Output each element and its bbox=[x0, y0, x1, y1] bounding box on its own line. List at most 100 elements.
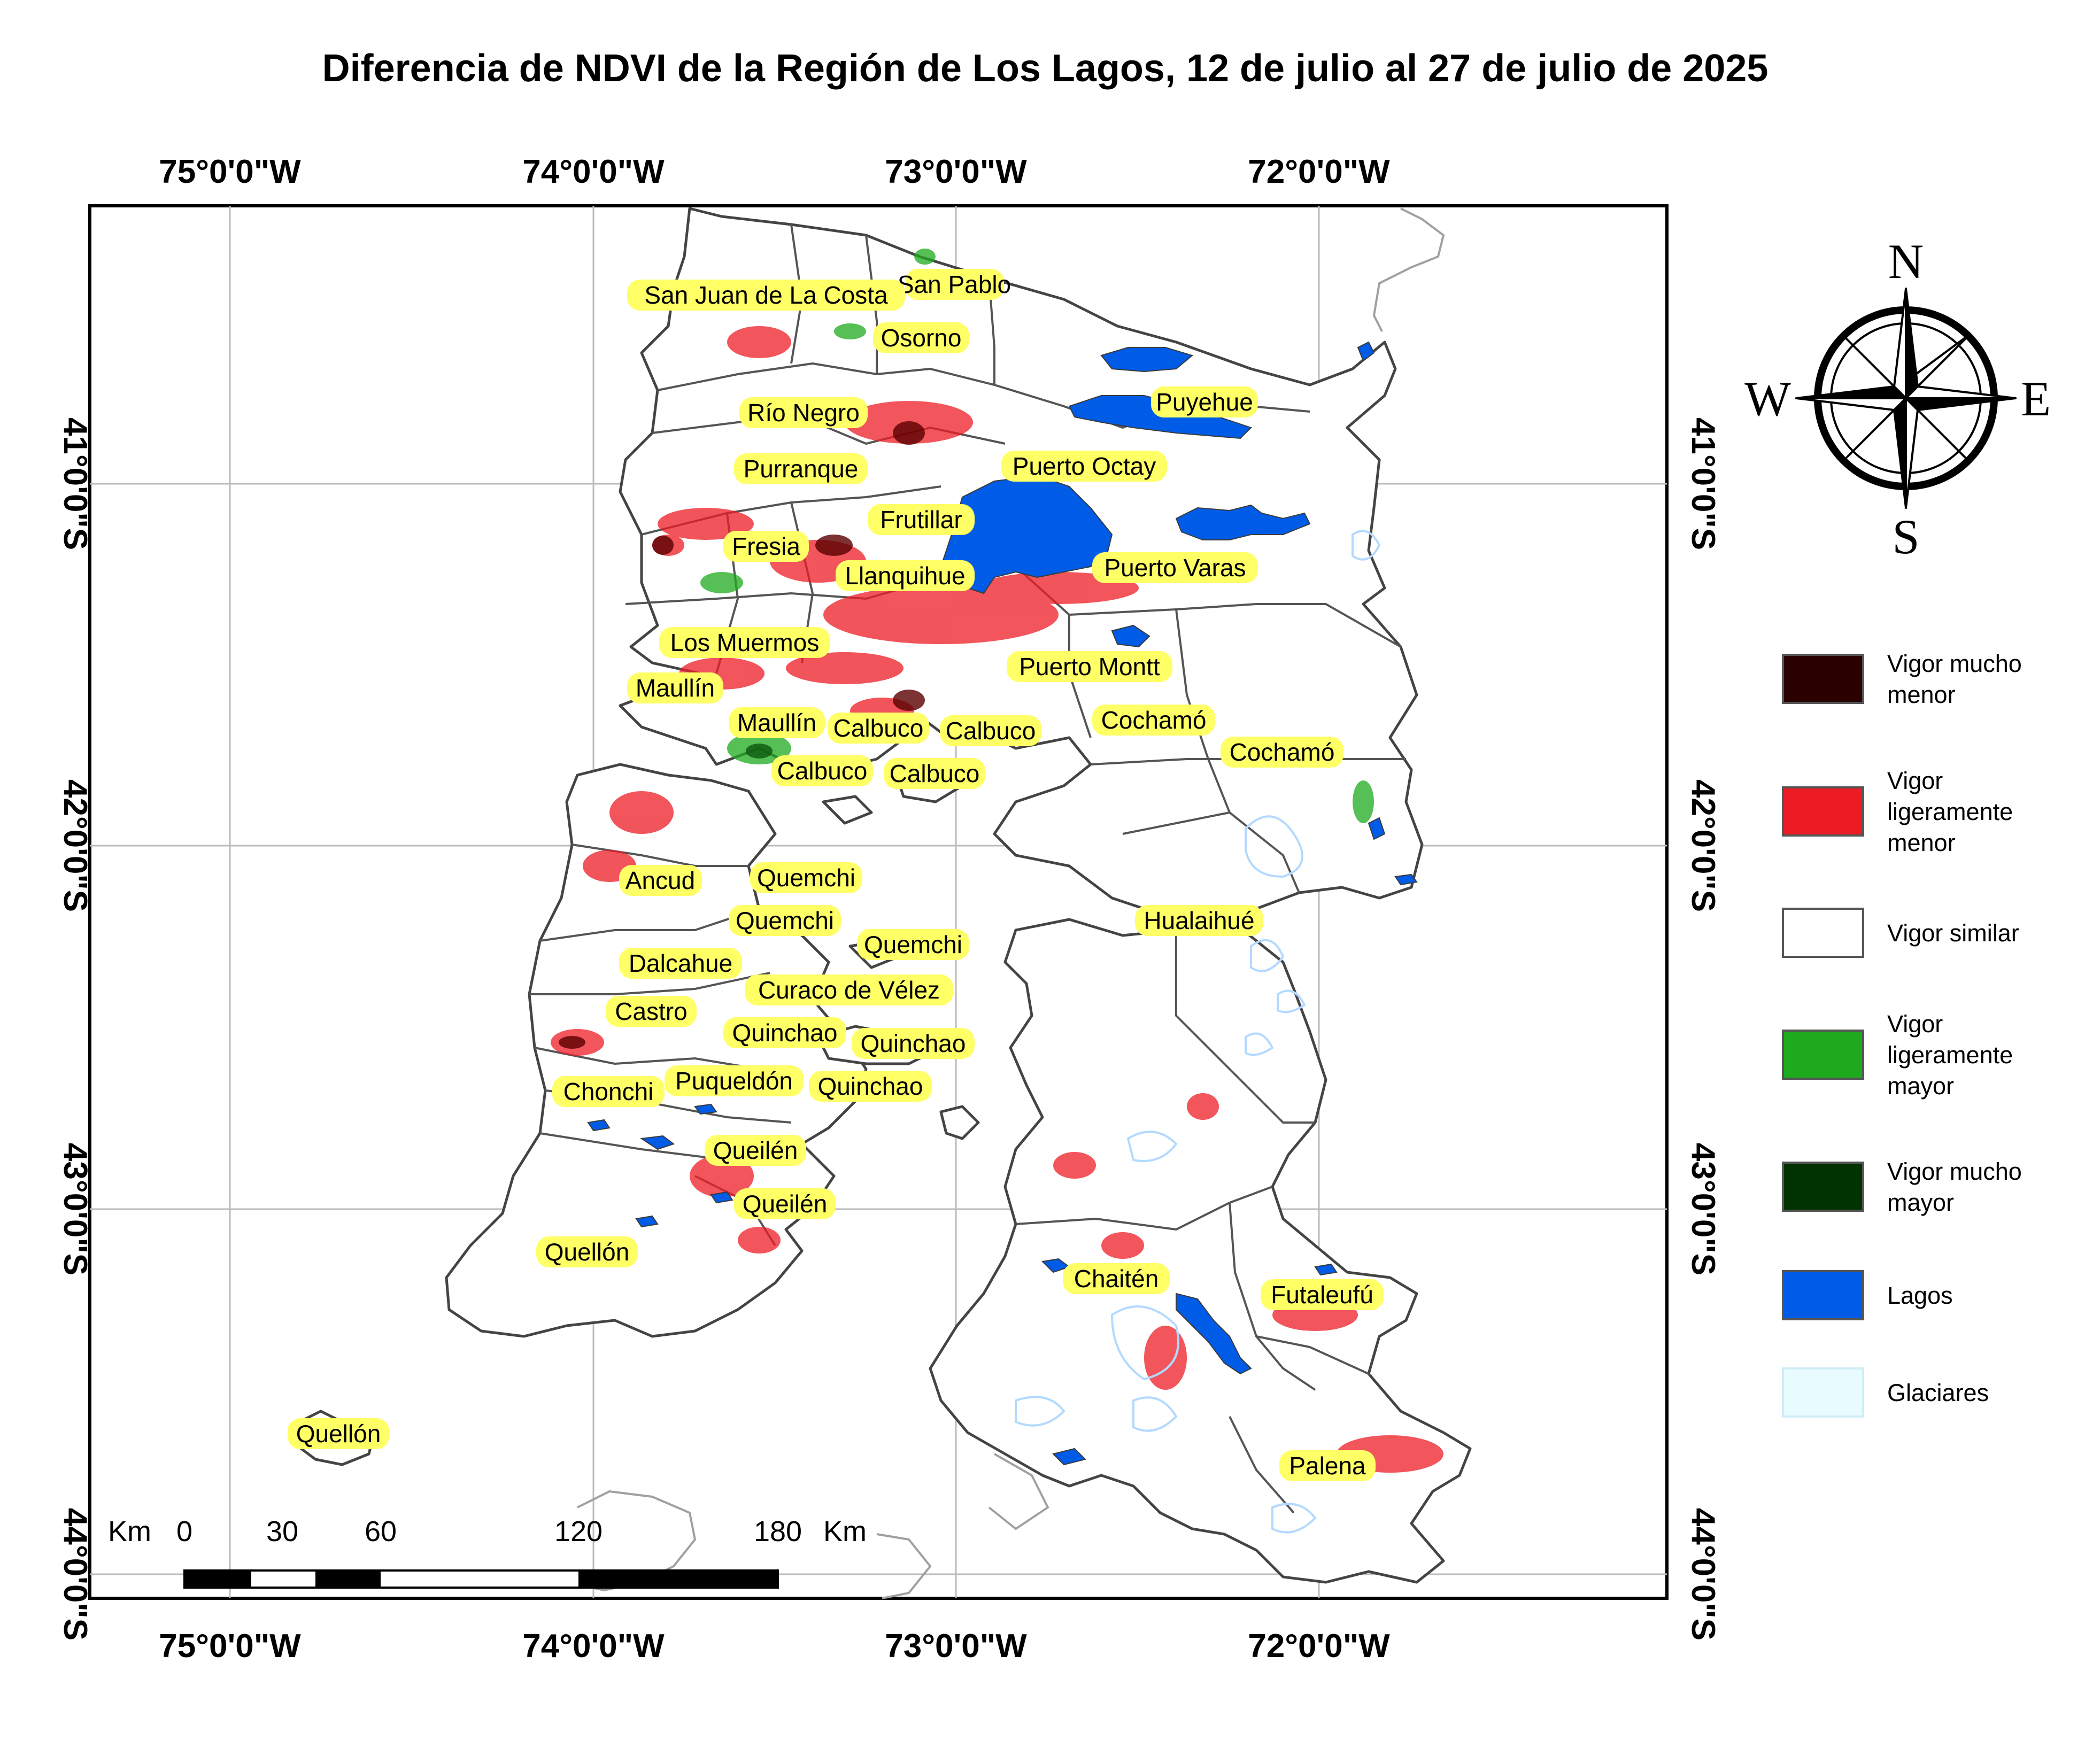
compass-e: E bbox=[2021, 372, 2051, 426]
svg-text:Frutillar: Frutillar bbox=[880, 506, 962, 533]
lake-chapo bbox=[1111, 624, 1150, 648]
svg-text:San Juan de La Costa: San Juan de La Costa bbox=[644, 281, 888, 309]
legend-label: Lagos bbox=[1887, 1282, 1953, 1309]
svg-text:Quemchi: Quemchi bbox=[864, 931, 962, 958]
place-label: Quellón bbox=[536, 1236, 638, 1267]
place-label: Quemchi bbox=[750, 862, 862, 893]
lake-puyehue bbox=[1100, 347, 1194, 373]
place-label: Futaleufú bbox=[1261, 1279, 1384, 1310]
scale-unit-right: Km bbox=[823, 1515, 867, 1548]
svg-text:Chonchi: Chonchi bbox=[563, 1078, 654, 1105]
place-label: Quinchao bbox=[809, 1071, 932, 1102]
legend-label: menor bbox=[1887, 829, 1956, 856]
place-label: San Juan de La Costa bbox=[627, 280, 905, 311]
lat-label-right-41: 41°0'0"S bbox=[1685, 417, 1721, 550]
svg-text:Castro: Castro bbox=[615, 997, 687, 1025]
svg-text:Maullín: Maullín bbox=[636, 674, 715, 702]
svg-text:Los Muermos: Los Muermos bbox=[670, 629, 820, 656]
place-label: Hualaihué bbox=[1135, 905, 1263, 936]
legend-item: Vigor mucho menor bbox=[1782, 650, 2022, 708]
svg-text:Osorno: Osorno bbox=[881, 324, 962, 352]
place-label: Purranque bbox=[734, 453, 868, 484]
map-content: San Pablo San Juan de La Costa Osorno Pu… bbox=[90, 206, 1667, 1599]
place-label: Dalcahue bbox=[619, 948, 742, 979]
legend-item: Vigor ligeramente mayor bbox=[1782, 1010, 2013, 1100]
lake-chiloe-d bbox=[710, 1191, 733, 1204]
place-label: Calbuco bbox=[828, 713, 929, 744]
place-label: Palena bbox=[1279, 1450, 1376, 1481]
lake-east-b bbox=[1394, 873, 1418, 886]
lat-label-left-42: 42°0'0"S bbox=[57, 779, 94, 912]
svg-text:San Pablo: San Pablo bbox=[898, 270, 1011, 298]
lat-label-right-43: 43°0'0"S bbox=[1685, 1143, 1721, 1275]
svg-text:Quellón: Quellón bbox=[545, 1238, 630, 1266]
legend-label: Vigor bbox=[1887, 1010, 1943, 1038]
place-label: San Pablo bbox=[898, 269, 1011, 300]
place-label: Puerto Varas bbox=[1092, 552, 1258, 583]
svg-text:Quinchao: Quinchao bbox=[732, 1019, 838, 1047]
place-label: Quemchi bbox=[729, 905, 841, 936]
legend-swatch bbox=[1782, 1162, 1864, 1212]
lon-label-top-75: 75°0'0"W bbox=[159, 153, 301, 190]
lake-south-b bbox=[1052, 1448, 1086, 1466]
scale-tick-30: 30 bbox=[266, 1515, 298, 1548]
scale-tick-120: 120 bbox=[554, 1515, 603, 1548]
scale-tick-0: 0 bbox=[176, 1515, 192, 1548]
legend-swatch bbox=[1782, 908, 1864, 958]
svg-text:Chaitén: Chaitén bbox=[1074, 1265, 1159, 1293]
svg-text:Dalcahue: Dalcahue bbox=[629, 949, 732, 977]
place-label: Castro bbox=[606, 996, 697, 1027]
svg-text:Calbuco: Calbuco bbox=[833, 714, 924, 742]
lat-label-left-41: 41°0'0"S bbox=[57, 417, 94, 550]
place-label: Quemchi bbox=[857, 929, 969, 960]
lon-label-bottom-73: 73°0'0"W bbox=[885, 1628, 1027, 1665]
svg-text:Queilén: Queilén bbox=[713, 1136, 798, 1164]
place-label: Frutillar bbox=[868, 504, 975, 535]
southern-mainland bbox=[929, 918, 1472, 1584]
svg-text:Curaco de Vélez: Curaco de Vélez bbox=[758, 976, 940, 1004]
north-arrow: N S E W bbox=[1744, 234, 2051, 564]
svg-text:Queilén: Queilén bbox=[743, 1190, 828, 1218]
map-title: Diferencia de NDVI de la Región de Los L… bbox=[322, 47, 1769, 90]
svg-text:Río Negro: Río Negro bbox=[747, 399, 860, 427]
svg-text:Puerto Varas: Puerto Varas bbox=[1104, 554, 1246, 582]
legend-swatch bbox=[1782, 1367, 1864, 1418]
lon-label-bottom-72: 72°0'0"W bbox=[1248, 1628, 1390, 1665]
lon-label-bottom-74: 74°0'0"W bbox=[522, 1628, 665, 1665]
legend-label: Vigor mucho bbox=[1887, 1158, 2022, 1185]
svg-text:Hualaihué: Hualaihué bbox=[1144, 907, 1254, 934]
svg-text:Quellón: Quellón bbox=[296, 1420, 381, 1448]
compass-n: N bbox=[1888, 234, 1924, 289]
place-label: Calbuco bbox=[940, 715, 1041, 746]
legend-label: ligeramente bbox=[1887, 798, 2013, 825]
scale-tick-180: 180 bbox=[754, 1515, 802, 1548]
place-label: Ancud bbox=[619, 865, 702, 896]
svg-text:Calbuco: Calbuco bbox=[890, 760, 980, 787]
legend-label: mayor bbox=[1887, 1072, 1954, 1100]
compass-s: S bbox=[1892, 509, 1919, 564]
place-label: Maullín bbox=[729, 707, 825, 738]
svg-text:Purranque: Purranque bbox=[744, 455, 859, 483]
place-label: Río Negro bbox=[739, 397, 868, 428]
svg-text:Puerto Octay: Puerto Octay bbox=[1013, 452, 1156, 480]
lon-label-top-72: 72°0'0"W bbox=[1248, 153, 1390, 190]
legend-label: ligeramente bbox=[1887, 1041, 2013, 1069]
small-island-b bbox=[939, 1105, 980, 1140]
lat-label-right-44: 44°0'0"S bbox=[1685, 1508, 1721, 1641]
place-label: Osorno bbox=[873, 322, 969, 353]
svg-text:Palena: Palena bbox=[1289, 1452, 1366, 1480]
legend-item: Vigor mucho mayor bbox=[1782, 1158, 2022, 1216]
compass-cardinal-points bbox=[1795, 288, 2017, 509]
legend-swatch bbox=[1782, 1030, 1864, 1080]
place-label: Chonchi bbox=[552, 1076, 665, 1107]
svg-text:Ancud: Ancud bbox=[626, 866, 695, 894]
legend-item: Vigor ligeramente menor bbox=[1782, 767, 2013, 856]
glacier-areas bbox=[1015, 530, 1381, 1534]
svg-text:Calbuco: Calbuco bbox=[946, 717, 1036, 745]
lat-label-right-42: 42°0'0"S bbox=[1685, 779, 1721, 912]
svg-text:Quinchao: Quinchao bbox=[861, 1030, 966, 1057]
legend-item: Glaciares bbox=[1782, 1367, 1989, 1418]
place-label: Puerto Octay bbox=[1001, 451, 1167, 482]
